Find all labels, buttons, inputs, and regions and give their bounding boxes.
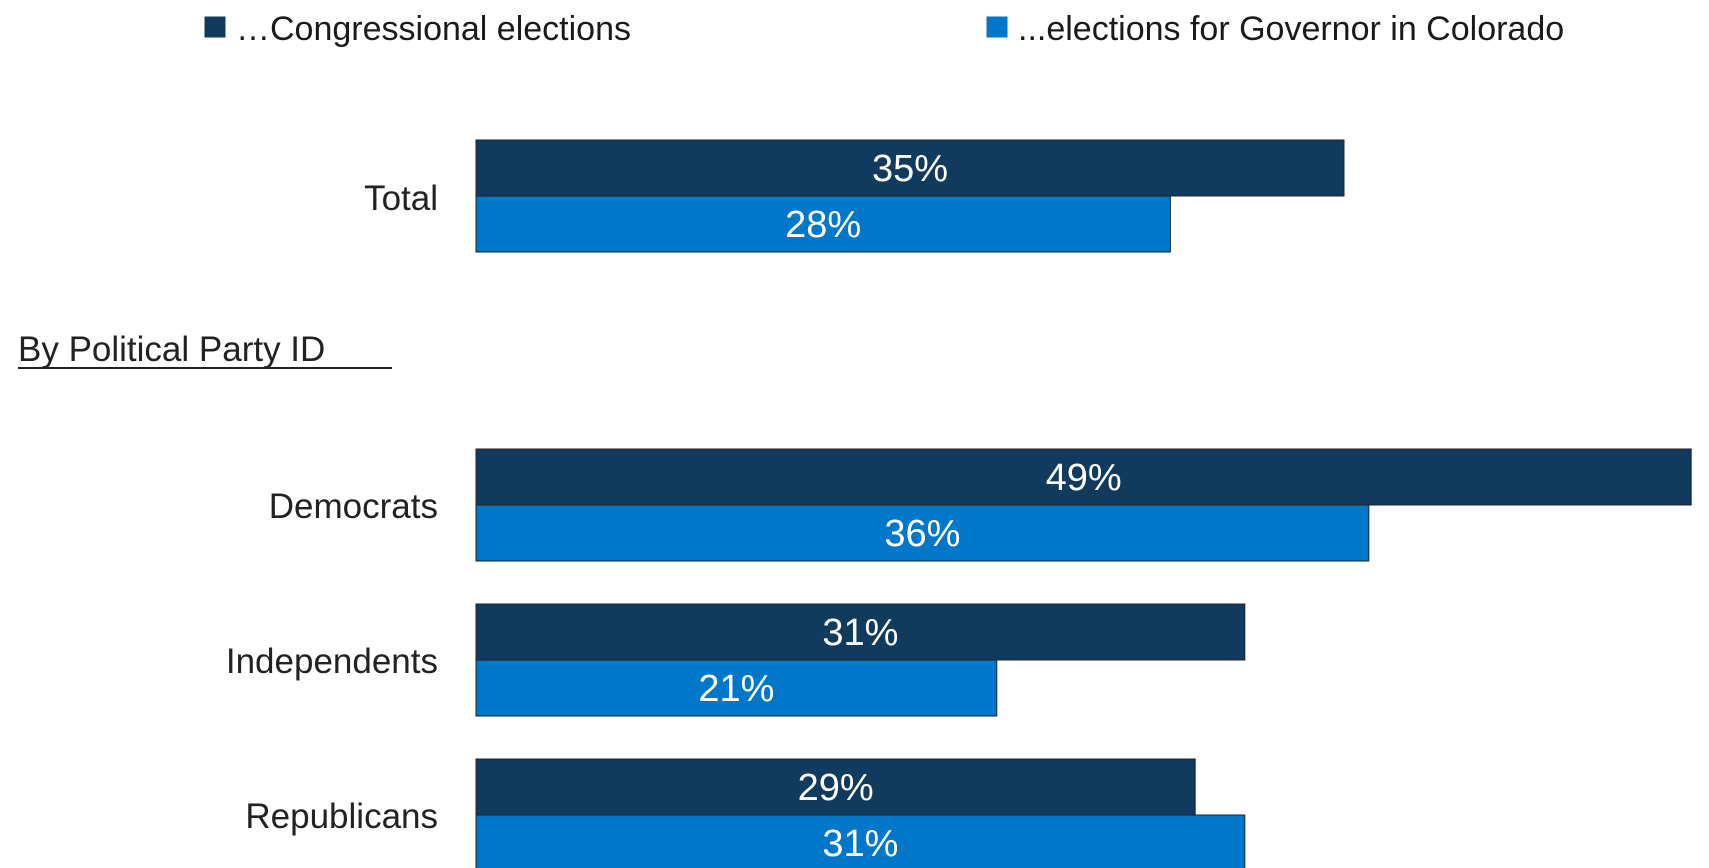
value-label-congressional-independents: 31%	[822, 612, 898, 654]
category-label-democrats: Democrats	[269, 487, 438, 526]
value-label-congressional-total: 35%	[872, 148, 948, 190]
legend-swatch-governor	[985, 15, 1009, 39]
bar-governor-democrats	[475, 504, 1370, 562]
category-label-republicans: Republicans	[245, 797, 438, 836]
legend-item-congressional: …Congressional elections	[203, 10, 631, 48]
legend-label-congressional: …Congressional elections	[236, 10, 631, 48]
category-label-independents: Independents	[226, 642, 438, 681]
bar-congressional-republicans	[475, 758, 1196, 816]
bar-governor-independents	[475, 659, 998, 717]
legend-label-governor: ...elections for Governor in Colorado	[1018, 10, 1564, 48]
value-label-governor-democrats: 36%	[884, 513, 960, 555]
section-heading: By Political Party ID	[18, 330, 325, 369]
value-label-congressional-democrats: 49%	[1046, 457, 1122, 499]
category-label-total: Total	[364, 179, 438, 218]
value-label-governor-republicans: 31%	[822, 823, 898, 865]
legend: …Congressional elections ...elections fo…	[203, 10, 1564, 48]
value-label-governor-independents: 21%	[698, 668, 774, 710]
bar-congressional-independents	[475, 603, 1246, 661]
bar-governor-republicans	[475, 814, 1246, 868]
legend-swatch-congressional	[203, 15, 227, 39]
value-label-congressional-republicans: 29%	[798, 767, 874, 809]
bar-governor-total	[475, 195, 1171, 253]
value-label-governor-total: 28%	[785, 204, 861, 246]
legend-item-governor: ...elections for Governor in Colorado	[985, 10, 1564, 48]
